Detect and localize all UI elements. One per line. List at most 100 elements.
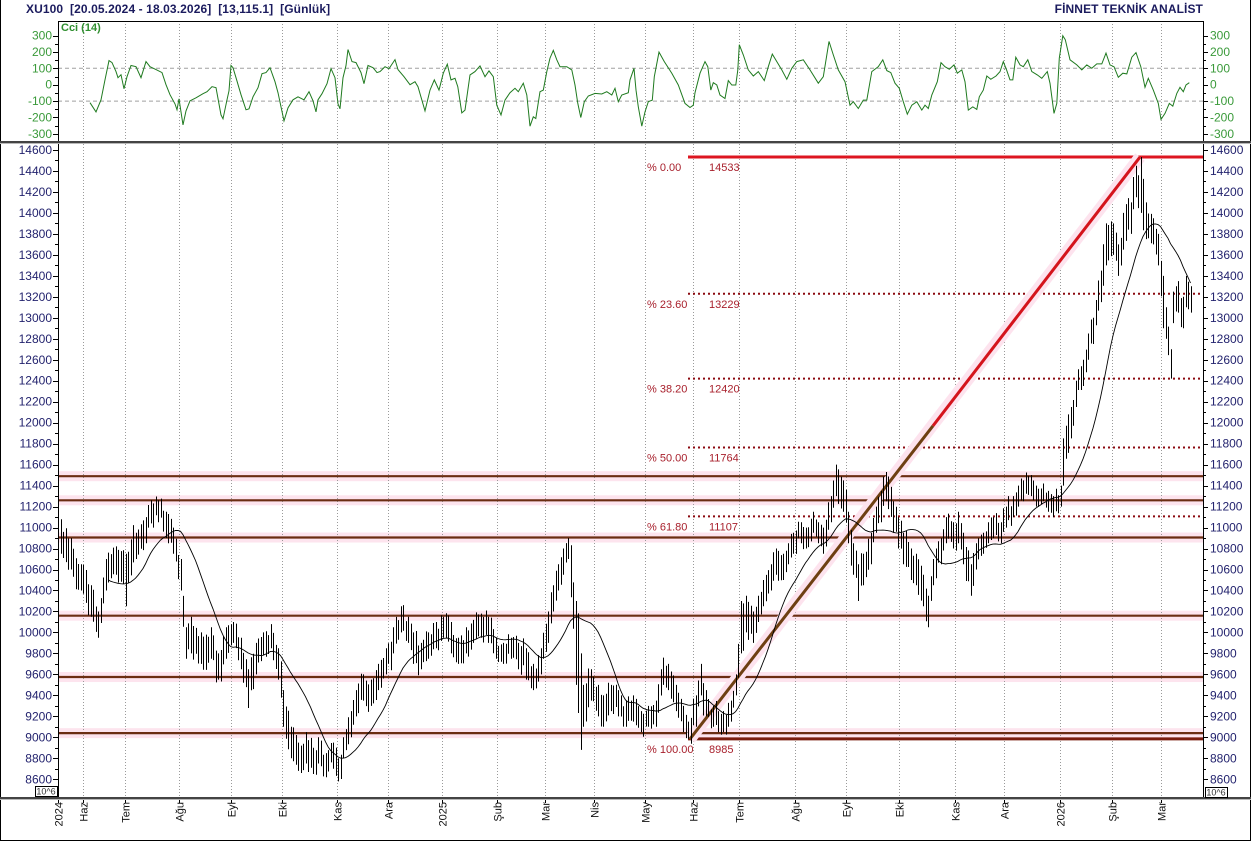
price-axis-label-right: 11400 [1210, 479, 1243, 493]
price-axis-label-right: 12600 [1210, 353, 1244, 367]
price-axis-label-left: 9000 [25, 730, 52, 744]
price-bars [61, 157, 1192, 782]
x-axis-label: Ağu [791, 802, 803, 822]
x-axis-label: Ara [1000, 801, 1012, 819]
x-axis-label: Eyl [227, 802, 239, 817]
price-axis-label-right: 10000 [1210, 625, 1244, 639]
x-axis-label: Haz [689, 802, 701, 822]
price-axis-label-left: 13200 [19, 290, 53, 304]
price-axis-label-left: 10000 [19, 625, 53, 639]
cci-axis-label-left: 300 [32, 29, 52, 43]
price-axis-label-left: 14600 [19, 143, 53, 157]
price-axis-label-left: 10400 [19, 583, 53, 597]
price-axis-label-left: 11800 [20, 437, 53, 451]
price-axis-label-right: 12200 [1210, 395, 1244, 409]
cci-axis-label-right: 0 [1210, 78, 1217, 92]
scale-note-box [35, 786, 58, 797]
price-axis-label-right: 10200 [1210, 604, 1244, 618]
cci-indicator-label: Cci (14) [61, 22, 101, 34]
price-axis-label-left: 10800 [19, 542, 53, 556]
price-axis-label-left: 10200 [19, 604, 53, 618]
price-axis-label-right: 10600 [1210, 563, 1244, 577]
ohlc-bars[interactable] [61, 157, 1192, 782]
price-axis-label-right: 9800 [1210, 646, 1237, 660]
x-axis-label: 2025 [438, 802, 450, 826]
moving-average [107, 223, 1191, 759]
scale-note-label: 10^6 [36, 787, 55, 797]
fib-percent-label: % 100.00 [647, 744, 693, 756]
scale-note-label: 10^6 [1206, 788, 1225, 798]
x-axis-label: Tem [735, 802, 747, 823]
price-axis-label-left: 8600 [25, 772, 52, 786]
cci-panel-border [58, 21, 1204, 142]
cci-axis-label-left: -200 [28, 110, 52, 124]
price-axis-label-left: 12000 [19, 416, 53, 430]
cci-axis-label-left: -100 [28, 94, 52, 108]
panel-separator-shadow [0, 143, 1251, 144]
price-axis-label-right: 9200 [1210, 709, 1237, 723]
x-axis-label: Mar [541, 802, 553, 821]
trendline-lower[interactable] [688, 424, 935, 740]
trendline-upper[interactable] [931, 156, 1142, 427]
price-axis-label-left: 13600 [19, 248, 53, 262]
moving-average-line[interactable] [107, 223, 1191, 759]
x-axis-label: Ara [384, 801, 396, 819]
fib-percent-label: % 50.00 [647, 452, 687, 464]
price-axis-label-left: 11000 [20, 521, 53, 535]
x-axis-label: Şub [493, 802, 505, 822]
x-axis-label: Şub [1108, 802, 1120, 822]
cci-axis-label-right: 100 [1210, 61, 1230, 75]
fib-percent-label: % 23.60 [647, 299, 687, 311]
price-axis-label-left: 14200 [19, 185, 53, 199]
fib-value-label: 11764 [709, 452, 739, 464]
price-axis-label-left: 10600 [19, 563, 53, 577]
panel-separator[interactable] [0, 141, 1251, 143]
price-axis-label-right: 8600 [1210, 772, 1237, 786]
price-axis-label-right: 9000 [1210, 730, 1237, 744]
price-axis-label-left: 13800 [19, 227, 53, 241]
price-axis-label-right: 10400 [1210, 583, 1244, 597]
fib-value-label: 12420 [709, 384, 740, 396]
price-axis-label-left: 14400 [19, 164, 53, 178]
x-axis-separator [0, 797, 1251, 799]
price-axis-label-left: 11600 [20, 458, 53, 472]
price-axis-label-left: 9200 [25, 709, 52, 723]
x-axis-label: Tem [121, 802, 133, 823]
fib-percent-label: % 0.00 [647, 162, 681, 174]
x-axis-label: 2026 [1056, 802, 1068, 826]
price-axis-label-left: 9600 [25, 667, 52, 681]
cci-line[interactable] [89, 34, 1190, 127]
price-axis-label-right: 13200 [1210, 290, 1244, 304]
price-axis-label-right: 12000 [1210, 416, 1244, 430]
x-axis-separator-shadow [0, 799, 1251, 800]
x-axis-label: Nis [590, 802, 602, 818]
x-axis-label: Eyl [842, 802, 854, 817]
x-axis-label: 2024 [54, 802, 66, 826]
price-axis-label-left: 12400 [19, 374, 53, 388]
price-axis-label-right: 8800 [1210, 751, 1237, 765]
price-axis-label-left: 8800 [25, 751, 52, 765]
trendline [685, 153, 1145, 743]
x-axis-label: Mar [1157, 802, 1169, 821]
price-axis-label-left: 12200 [19, 395, 53, 409]
price-axis-label-left: 9400 [25, 688, 52, 702]
price-axis-label-right: 10800 [1210, 542, 1244, 556]
price-axis-label-right: 11600 [1210, 458, 1243, 472]
cci-axis-label-right: -100 [1210, 94, 1234, 108]
price-axis-label-right: 14000 [1210, 206, 1244, 220]
price-axis-label-right: 11800 [1210, 437, 1243, 451]
cci-axis-label-left: 100 [32, 61, 52, 75]
fib-value-label: 11107 [709, 521, 738, 533]
x-axis-label: Haz [79, 802, 91, 822]
price-axis-label-left: 11200 [20, 500, 53, 514]
fib-percent-label: % 61.80 [647, 521, 687, 533]
cci-panel: Cci (14) [61, 22, 1190, 127]
price-axis-label-right: 12400 [1210, 374, 1244, 388]
fibonacci-retracement: % 0.00 14533 % 23.60 13229 % 38.20 12420 % 50.… [647, 155, 1203, 756]
price-axis-label-right: 12800 [1210, 332, 1244, 346]
price-axis-label-right: 13800 [1210, 227, 1244, 241]
price-axis-label-right: 14600 [1210, 143, 1244, 157]
x-axis-label: Eki [278, 802, 290, 817]
x-axis-label: Ağu [175, 802, 187, 822]
